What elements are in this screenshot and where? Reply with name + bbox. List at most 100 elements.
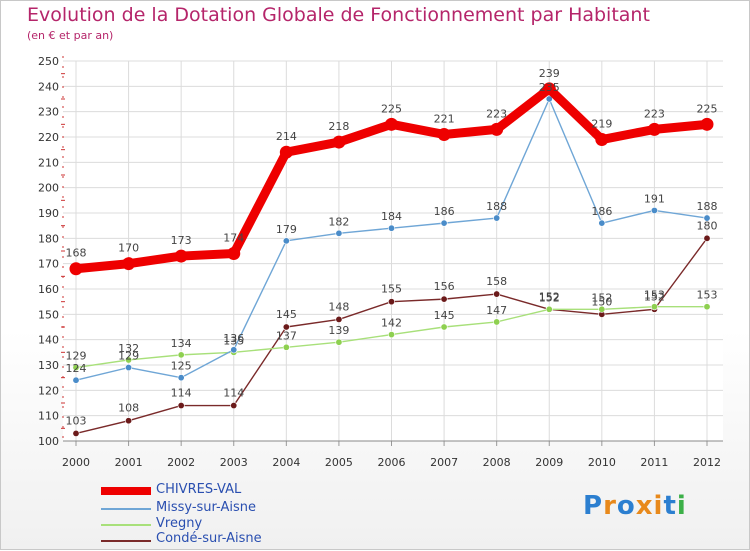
data-point — [440, 295, 448, 303]
data-label: 223 — [486, 107, 507, 120]
data-label: 153 — [697, 289, 718, 302]
data-point — [230, 346, 238, 354]
x-tick-label: 2009 — [535, 456, 563, 469]
data-label: 174 — [223, 232, 244, 245]
y-tick-label: 130 — [38, 359, 59, 372]
plot-area — [63, 61, 723, 441]
data-point — [177, 351, 185, 359]
data-label: 137 — [276, 329, 297, 342]
data-label: 173 — [171, 234, 192, 247]
data-label: 114 — [223, 387, 244, 400]
data-label: 124 — [66, 362, 87, 375]
data-label: 219 — [591, 118, 612, 131]
data-point — [72, 364, 80, 372]
data-point — [72, 376, 80, 384]
data-label: 214 — [276, 130, 297, 143]
legend-swatch-vregny — [101, 524, 151, 526]
data-point — [703, 234, 711, 242]
data-point — [387, 298, 395, 306]
data-label: 191 — [644, 192, 665, 205]
data-label: 223 — [644, 107, 665, 120]
data-point — [177, 374, 185, 382]
data-label: 184 — [381, 210, 402, 223]
data-point — [72, 429, 80, 437]
y-tick-label: 200 — [38, 182, 59, 195]
y-tick-label: 240 — [38, 80, 59, 93]
data-label: 179 — [276, 223, 297, 236]
data-label: 170 — [118, 242, 139, 255]
data-point — [437, 127, 451, 141]
data-point — [227, 247, 241, 261]
data-point — [177, 402, 185, 410]
data-point — [332, 135, 346, 149]
data-label: 152 — [591, 291, 612, 304]
data-point — [282, 237, 290, 245]
chart-title: Evolution de la Dotation Globale de Fonc… — [27, 4, 650, 26]
legend-label-missy: Missy-sur-Aisne — [156, 500, 256, 515]
logo-letter: t — [663, 491, 677, 521]
y-tick-label: 100 — [38, 435, 59, 448]
y-tick-label: 110 — [38, 410, 59, 423]
data-point — [598, 305, 606, 313]
x-tick-label: 2002 — [167, 456, 195, 469]
data-point — [440, 219, 448, 227]
data-point — [490, 122, 504, 136]
data-label: 147 — [486, 304, 507, 317]
data-label: 188 — [486, 200, 507, 213]
data-label: 182 — [328, 215, 349, 228]
data-label: 155 — [381, 283, 402, 296]
legend-label-chivres: CHIVRES-VAL — [156, 482, 242, 497]
data-point — [542, 82, 556, 96]
data-point — [545, 95, 553, 103]
data-point — [700, 117, 714, 131]
data-point — [125, 417, 133, 425]
data-label: 235 — [539, 81, 560, 94]
data-point — [230, 402, 238, 410]
data-point — [650, 206, 658, 214]
data-point — [493, 214, 501, 222]
data-point — [545, 305, 553, 313]
data-label: 186 — [591, 205, 612, 218]
data-label: 114 — [171, 387, 192, 400]
data-label: 136 — [223, 332, 244, 345]
x-tick-label: 2011 — [640, 456, 668, 469]
logo-letter: r — [603, 491, 617, 521]
data-point — [69, 262, 83, 276]
data-point — [440, 323, 448, 331]
y-tick-label: 230 — [38, 106, 59, 119]
x-tick-label: 2005 — [325, 456, 353, 469]
data-point — [387, 331, 395, 339]
data-point — [122, 257, 136, 271]
data-label: 134 — [171, 337, 192, 350]
legend-swatch-conde — [101, 540, 151, 542]
x-tick-label: 2006 — [378, 456, 406, 469]
data-label: 158 — [486, 275, 507, 288]
y-tick-label: 140 — [38, 334, 59, 347]
legend-label-conde: Condé-sur-Aisne — [156, 531, 262, 546]
data-point — [282, 323, 290, 331]
legend-label-vregny: Vregny — [156, 516, 203, 531]
data-label: 168 — [66, 247, 87, 260]
data-label: 239 — [539, 67, 560, 80]
logo-letter: x — [635, 491, 654, 521]
data-point — [335, 338, 343, 346]
y-tick-label: 250 — [38, 55, 59, 68]
x-tick-label: 2010 — [588, 456, 616, 469]
data-point — [598, 219, 606, 227]
data-point — [174, 249, 188, 263]
data-point — [703, 214, 711, 222]
data-label: 152 — [644, 290, 665, 303]
data-point — [595, 133, 609, 147]
data-point — [387, 224, 395, 232]
data-label: 145 — [434, 309, 455, 322]
y-tick-label: 190 — [38, 207, 59, 220]
x-tick-label: 2007 — [430, 456, 458, 469]
data-point — [125, 356, 133, 364]
data-point — [647, 122, 661, 136]
x-tick-label: 2008 — [483, 456, 511, 469]
data-point — [335, 229, 343, 237]
data-point — [125, 364, 133, 372]
y-tick-label: 160 — [38, 283, 59, 296]
